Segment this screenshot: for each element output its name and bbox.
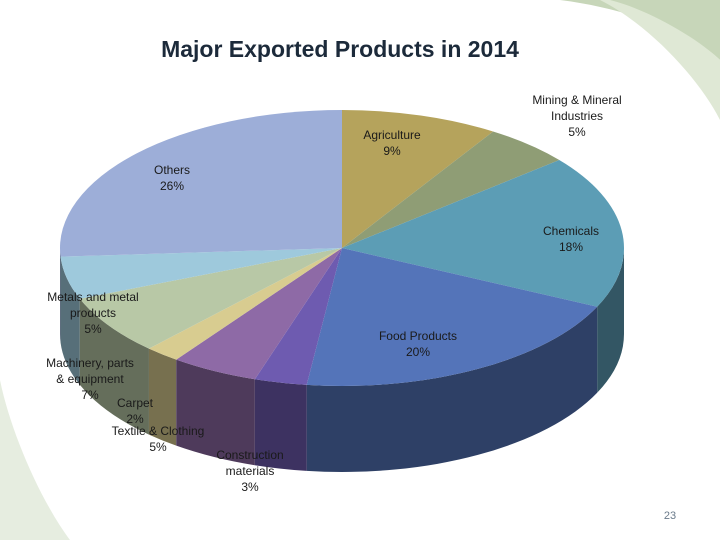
pie-side-chemicals xyxy=(597,248,624,393)
pie-side-construction-materials xyxy=(254,379,307,471)
label-others: Others 26% xyxy=(153,163,191,193)
pie-slice-metals-and-metal-products xyxy=(60,248,343,299)
label-chemicals: Chemicals 18% xyxy=(542,224,600,254)
label-textile: Textile & Clothing 5% xyxy=(111,424,205,454)
label-agriculture: Agriculture 9% xyxy=(363,128,421,158)
label-machinery: Machinery, parts & equipment 7% xyxy=(46,356,134,402)
pie-slice-carpet xyxy=(148,248,342,360)
pie-slice-agriculture xyxy=(342,110,494,248)
pie-slice-chemicals xyxy=(342,160,624,307)
label-mining: Mining & Mineral Industries 5% xyxy=(532,93,622,139)
pie-side-others xyxy=(60,248,61,343)
label-metals: Metals and metal products 5% xyxy=(47,290,139,336)
chart-title: Major Exported Products in 2014 xyxy=(161,36,519,62)
pie-side-textile-clothing xyxy=(176,359,255,466)
top-right-swoosh xyxy=(560,0,720,60)
pie-slice-textile-clothing xyxy=(176,248,342,380)
pie-slice-others xyxy=(59,110,342,257)
label-carpet: Carpet 2% xyxy=(116,396,154,426)
pie-slice-construction-materials xyxy=(254,248,342,385)
pie-slice-mining-mineral-industries xyxy=(342,131,560,248)
top-right-swoosh-light xyxy=(600,0,720,120)
pie-side-carpet xyxy=(148,348,177,446)
pie-side-food-products xyxy=(306,306,598,472)
bottom-left-swoosh xyxy=(0,380,70,540)
page-number: 23 xyxy=(663,510,677,522)
pie-side-machinery-parts-equipment xyxy=(79,298,149,435)
label-construction: Construction materials 3% xyxy=(216,448,284,494)
pie-slice-food-products xyxy=(306,248,598,386)
pie-side-metals-and-metal-products xyxy=(60,256,80,385)
label-food: Food Products 20% xyxy=(378,329,458,359)
pie-slice-machinery-parts-equipment xyxy=(79,248,342,349)
